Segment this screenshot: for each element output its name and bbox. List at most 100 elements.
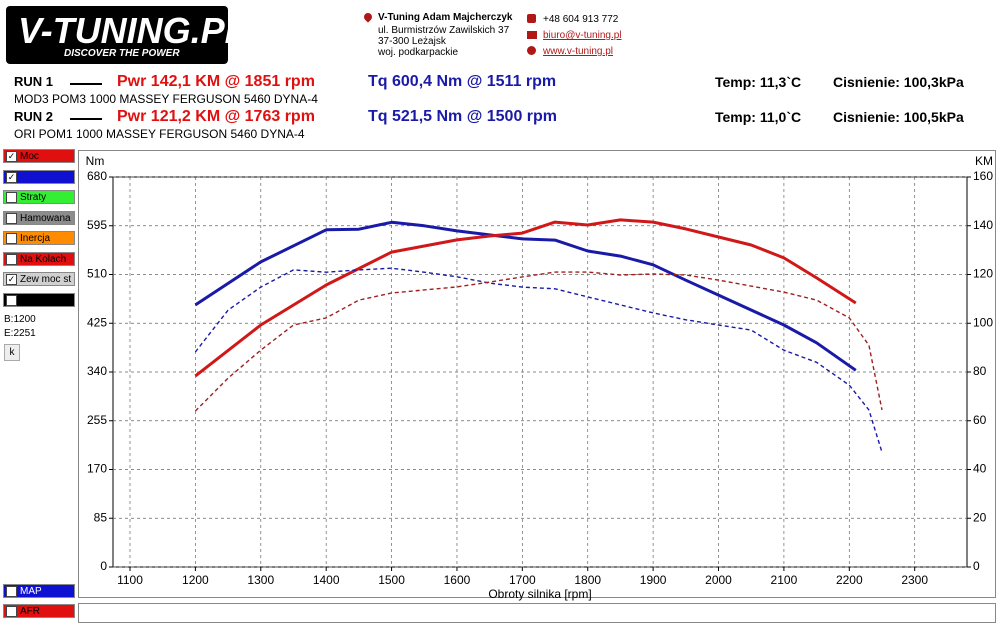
x-tick-label: 1100: [117, 573, 143, 587]
run-line: [70, 118, 102, 120]
x-tick-label: 1700: [509, 573, 536, 587]
run-torque: Tq 600,4 Nm @ 1511 rpm: [368, 73, 557, 90]
run-power: Pwr 121,2 KM @ 1763 rpm: [117, 108, 315, 125]
y-tick-label: 595: [87, 218, 107, 232]
logo-slogan: DISCOVER THE POWER: [64, 48, 180, 59]
run-description: MOD3 POM3 1000 MASSEY FERGUSON 5460 DYNA…: [14, 92, 318, 106]
y-tick-label: 85: [94, 510, 108, 524]
x-tick-label: 1400: [313, 573, 340, 587]
sidebar-item[interactable]: ✓ Moc: [3, 149, 75, 163]
y2-tick-label: 0: [973, 559, 980, 573]
run-temp: Temp: 11,0`C: [715, 109, 802, 125]
y2-axis-title: KM: [975, 154, 993, 168]
sidebar-label: Moc: [20, 151, 39, 162]
sidebar-item[interactable]: Na Kolach: [3, 251, 75, 266]
sidebar-label: MAP: [20, 586, 42, 597]
logo-text: V-TUNING.PL: [18, 10, 247, 51]
y2-tick-label: 140: [973, 218, 993, 232]
sidebar-item[interactable]: ✓ Zew moc st: [3, 272, 75, 286]
run-line: [70, 83, 102, 85]
company: V-Tuning Adam Majcherczyk: [378, 12, 513, 23]
sidebar-item[interactable]: MAP: [3, 584, 75, 598]
phone-icon: [527, 14, 536, 23]
bottom-frame: [78, 603, 996, 623]
website[interactable]: www.v-tuning.pl: [543, 46, 614, 57]
address-line: woj. podkarpackie: [378, 47, 459, 58]
sidebar-item[interactable]: Hamowana: [3, 210, 75, 225]
sidebar-item[interactable]: Straty: [3, 190, 75, 204]
y-tick-label: 510: [87, 267, 107, 281]
y2-tick-label: 160: [973, 169, 993, 183]
address-line: ul. Burmistrzów Zawilskich 37: [378, 25, 510, 36]
checkbox[interactable]: ✓: [6, 171, 17, 183]
y-axis-title: Nm: [86, 154, 105, 168]
sidebar-label: Zew moc st: [20, 274, 72, 285]
run-power: Pwr 142,1 KM @ 1851 rpm: [117, 73, 315, 90]
x-tick-label: 1800: [574, 573, 601, 587]
logo: V-TUNING.PL DISCOVER THE POWER: [6, 6, 247, 64]
end: E:2251: [4, 328, 36, 339]
button[interactable]: k: [4, 344, 20, 361]
x-tick-label: 2100: [771, 573, 798, 587]
checkbox[interactable]: [6, 212, 17, 224]
chart-frame: [78, 150, 996, 598]
begin: B:1200: [4, 314, 36, 325]
sidebar-label: Hamowana: [20, 212, 71, 224]
run-torque: Tq 521,5 Nm @ 1500 rpm: [368, 108, 558, 125]
x-tick-label: 1600: [444, 573, 471, 587]
y-tick-label: 680: [87, 169, 107, 183]
series-line: [194, 218, 857, 378]
run-label: RUN 1: [14, 74, 54, 89]
run-pressure: Cisnienie: 100,3kPa: [833, 74, 964, 90]
y2-tick-label: 20: [973, 510, 987, 524]
sidebar-item[interactable]: Inercja: [3, 231, 75, 245]
checkbox[interactable]: [6, 294, 17, 306]
run-description: ORI POM1 1000 MASSEY FERGUSON 5460 DYNA-…: [14, 127, 305, 141]
sidebar-label: Inercja: [20, 233, 51, 244]
x-tick-label: 1900: [640, 573, 667, 587]
x-tick-label: 2200: [836, 573, 863, 587]
sidebar-label: Straty: [20, 192, 47, 203]
address-line: 37-300 Leżajsk: [378, 36, 446, 47]
checkbox[interactable]: [6, 253, 17, 265]
run-temp: Temp: 11,3`C: [715, 74, 802, 90]
sidebar-item[interactable]: ✓: [3, 169, 75, 184]
x-tick-label: 1300: [247, 573, 274, 587]
y2-tick-label: 100: [973, 315, 993, 329]
run-label: RUN 2: [14, 109, 54, 124]
y2-tick-label: 40: [973, 462, 987, 476]
x-tick-label: 1200: [182, 573, 209, 587]
series-line: [194, 220, 857, 372]
checkbox[interactable]: [6, 586, 17, 597]
checkbox[interactable]: [6, 606, 17, 617]
y-tick-label: 425: [87, 315, 107, 329]
sidebar-label: Na Kolach: [20, 253, 67, 265]
y2-tick-label: 60: [973, 413, 987, 427]
x-axis-title: Obroty silnika [rpm]: [488, 587, 591, 601]
checkbox[interactable]: ✓: [6, 151, 17, 162]
y2-tick-label: 120: [973, 267, 993, 281]
checkbox[interactable]: ✓: [6, 274, 17, 285]
sidebar-label: AFR: [20, 606, 40, 617]
sidebar-item[interactable]: AFR: [3, 604, 75, 618]
y-tick-label: 170: [87, 462, 107, 476]
y-tick-label: 255: [87, 413, 107, 427]
web-icon: [527, 46, 536, 55]
series-line: [194, 267, 883, 453]
email-icon: [527, 31, 537, 39]
checkbox[interactable]: [6, 192, 17, 203]
x-tick-label: 2000: [705, 573, 732, 587]
sidebar-item[interactable]: [3, 292, 75, 307]
x-tick-label: 1500: [378, 573, 405, 587]
y-tick-label: 340: [87, 364, 107, 378]
x-tick-label: 2300: [901, 573, 928, 587]
run-pressure: Cisnienie: 100,5kPa: [833, 109, 964, 125]
series-line: [194, 271, 883, 412]
checkbox[interactable]: [6, 233, 17, 244]
y-tick-label: 0: [100, 559, 107, 573]
email[interactable]: biuro@v-tuning.pl: [543, 30, 622, 41]
y2-tick-label: 80: [973, 364, 987, 378]
phone: +48 604 913 772: [543, 14, 619, 25]
